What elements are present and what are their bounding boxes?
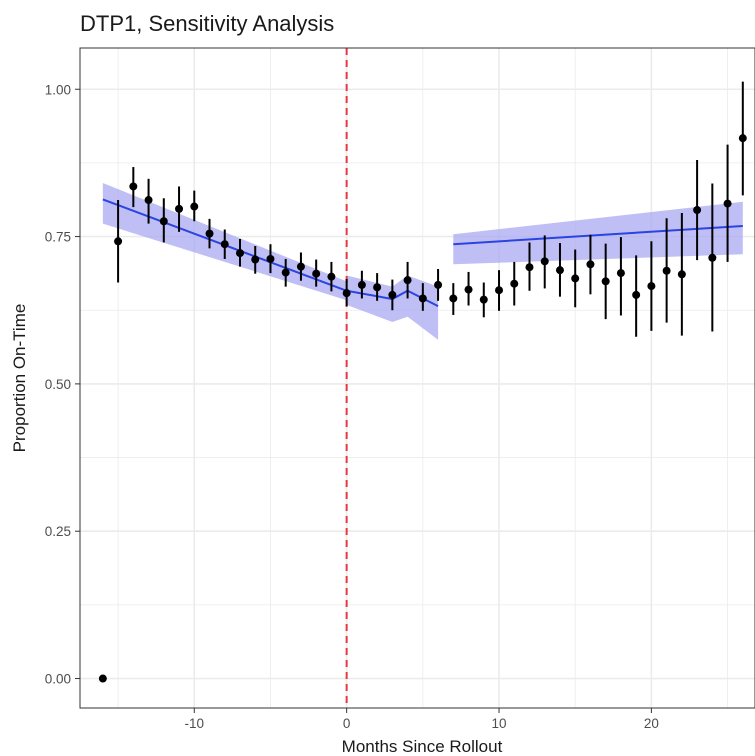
x-tick-label: 20: [644, 716, 659, 731]
data-points: [98, 81, 747, 683]
data-point: [708, 253, 717, 262]
data-point: [281, 268, 290, 277]
data-point: [464, 285, 473, 294]
data-point: [266, 254, 275, 263]
data-point: [647, 282, 656, 291]
data-point: [342, 289, 351, 298]
data-point: [723, 199, 732, 208]
data-point: [616, 269, 625, 278]
y-tick-label: 1.00: [45, 82, 71, 97]
data-point: [129, 182, 138, 191]
data-point: [388, 290, 397, 299]
axis-ticks: -10 0 10 20 0.00 0.25 0.50 0.75 1.00: [45, 82, 659, 731]
data-point: [114, 237, 123, 246]
data-point: [510, 279, 519, 288]
data-point: [159, 217, 168, 226]
x-tick-label: 0: [343, 716, 351, 731]
y-tick-label: 0.00: [45, 672, 71, 687]
data-point: [693, 206, 702, 215]
data-point: [418, 294, 427, 303]
y-tick-label: 0.50: [45, 377, 71, 392]
data-point: [434, 280, 443, 289]
data-point: [296, 262, 305, 271]
data-point: [495, 286, 504, 295]
data-point: [479, 295, 488, 304]
data-point: [312, 269, 321, 278]
x-tick-label: -10: [185, 716, 205, 731]
plot-panel: [80, 48, 755, 708]
data-point: [144, 196, 153, 205]
data-point: [571, 274, 580, 283]
data-point: [449, 294, 458, 303]
data-point: [525, 263, 534, 272]
data-point: [540, 257, 549, 266]
x-tick-label: 10: [492, 716, 507, 731]
y-axis-title: Proportion On-Time: [10, 304, 29, 453]
x-axis-title: Months Since Rollout: [342, 737, 503, 756]
data-point: [601, 277, 610, 286]
data-point: [586, 260, 595, 269]
data-point: [738, 134, 747, 143]
data-point: [235, 249, 244, 258]
chart-title: DTP1, Sensitivity Analysis: [80, 11, 334, 36]
data-point: [327, 272, 336, 281]
data-point: [373, 283, 382, 292]
data-point: [205, 229, 214, 238]
data-point: [190, 202, 199, 211]
y-tick-label: 0.75: [45, 230, 71, 245]
data-point: [175, 204, 184, 213]
fit-line: [453, 224, 743, 246]
data-point: [662, 266, 671, 275]
data-point: [555, 266, 564, 275]
y-tick-label: 0.25: [45, 524, 71, 539]
data-point: [98, 674, 107, 683]
plot-border: [79, 47, 755, 709]
data-point: [220, 240, 229, 249]
data-point: [632, 290, 641, 299]
data-point: [251, 255, 260, 264]
data-point: [403, 276, 412, 285]
confidence-band: [453, 201, 743, 265]
data-point: [677, 270, 686, 279]
data-point: [357, 280, 366, 289]
